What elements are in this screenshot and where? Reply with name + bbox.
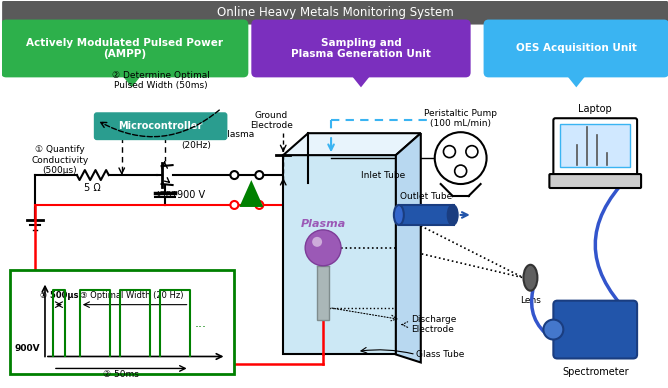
Text: ② Determine Optimal
Pulsed Width (50ms): ② Determine Optimal Pulsed Width (50ms) bbox=[112, 71, 210, 90]
FancyBboxPatch shape bbox=[1, 19, 248, 77]
Text: Sampling and
Plasma Generation Unit: Sampling and Plasma Generation Unit bbox=[291, 38, 431, 59]
Text: ③ Ignite Plasma
(20Hz): ③ Ignite Plasma (20Hz) bbox=[182, 130, 254, 150]
Bar bbox=[399, 205, 454, 225]
Text: OES Acquisition Unit: OES Acquisition Unit bbox=[516, 43, 637, 54]
Circle shape bbox=[255, 171, 263, 179]
Text: Inlet Tube: Inlet Tube bbox=[361, 171, 405, 180]
Circle shape bbox=[230, 171, 238, 179]
Text: Microcontroller: Microcontroller bbox=[118, 121, 203, 131]
Text: 900 V: 900 V bbox=[176, 190, 204, 200]
Ellipse shape bbox=[524, 265, 538, 291]
Text: Discharge
Electrode: Discharge Electrode bbox=[411, 315, 456, 334]
Text: Spectrometer: Spectrometer bbox=[562, 367, 629, 378]
Polygon shape bbox=[239, 180, 263, 207]
FancyBboxPatch shape bbox=[553, 301, 637, 359]
Circle shape bbox=[312, 237, 322, 247]
Text: IGBT: IGBT bbox=[156, 191, 177, 200]
FancyBboxPatch shape bbox=[251, 19, 471, 77]
Bar bbox=[560, 124, 630, 167]
Text: Outlet Tube: Outlet Tube bbox=[399, 192, 452, 201]
Text: Ground
Electrode: Ground Electrode bbox=[250, 111, 293, 130]
Bar bbox=[10, 270, 234, 374]
Text: 900V: 900V bbox=[15, 344, 40, 353]
Circle shape bbox=[466, 146, 478, 158]
FancyBboxPatch shape bbox=[549, 174, 641, 188]
Text: Peristaltic Pump
(100 mL/min): Peristaltic Pump (100 mL/min) bbox=[424, 109, 497, 128]
FancyBboxPatch shape bbox=[2, 1, 668, 24]
Polygon shape bbox=[283, 155, 396, 355]
Polygon shape bbox=[283, 133, 421, 155]
Bar bbox=[317, 266, 329, 320]
Ellipse shape bbox=[448, 205, 458, 225]
Text: Plasma: Plasma bbox=[301, 219, 346, 229]
Text: Laptop: Laptop bbox=[578, 104, 612, 114]
Circle shape bbox=[543, 320, 563, 340]
Polygon shape bbox=[564, 73, 589, 87]
Text: Glass Tube: Glass Tube bbox=[415, 350, 464, 359]
Circle shape bbox=[305, 230, 341, 266]
Circle shape bbox=[455, 165, 467, 177]
Ellipse shape bbox=[394, 205, 404, 225]
Circle shape bbox=[230, 201, 238, 209]
Circle shape bbox=[435, 132, 486, 184]
Circle shape bbox=[255, 201, 263, 209]
Text: ① Quantify
Conductivity
(500µs): ① Quantify Conductivity (500µs) bbox=[31, 145, 89, 175]
FancyBboxPatch shape bbox=[484, 19, 668, 77]
FancyBboxPatch shape bbox=[553, 118, 637, 177]
Text: ...: ... bbox=[194, 317, 206, 329]
Text: ① 500µs: ① 500µs bbox=[39, 291, 78, 300]
Text: Actively Modulated Pulsed Power
(AMPP): Actively Modulated Pulsed Power (AMPP) bbox=[26, 38, 223, 59]
FancyBboxPatch shape bbox=[94, 112, 227, 140]
Text: ③ Optimal Width (20 Hz): ③ Optimal Width (20 Hz) bbox=[80, 291, 184, 300]
Polygon shape bbox=[349, 73, 373, 87]
Polygon shape bbox=[120, 73, 144, 87]
Text: ② 50ms: ② 50ms bbox=[104, 371, 139, 379]
Text: Lens: Lens bbox=[520, 296, 541, 305]
Polygon shape bbox=[396, 133, 421, 362]
Text: 5 Ω: 5 Ω bbox=[84, 183, 102, 193]
Circle shape bbox=[444, 146, 456, 158]
Text: Online Heavy Metals Monitoring System: Online Heavy Metals Monitoring System bbox=[216, 6, 454, 19]
